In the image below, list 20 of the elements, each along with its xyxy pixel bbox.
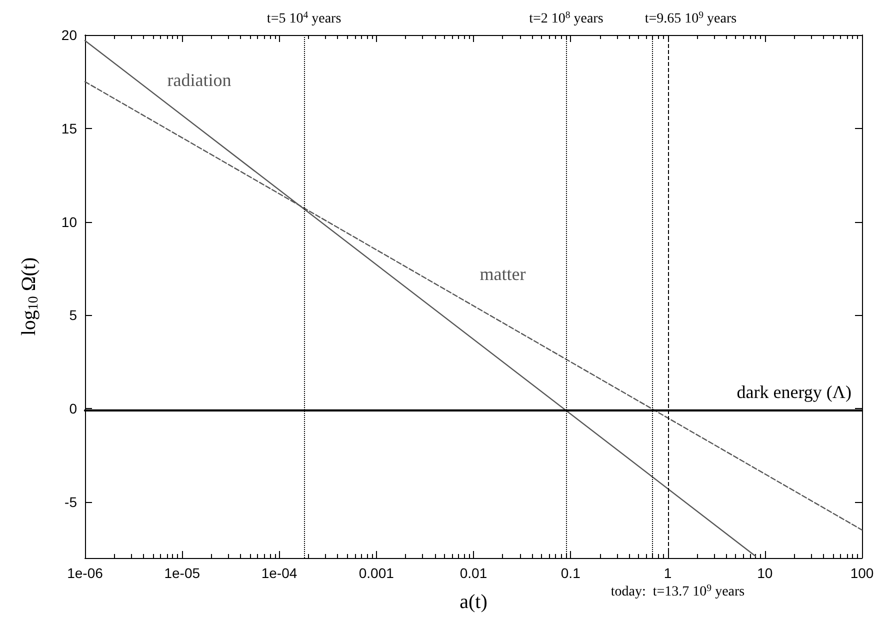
x-tick-label: 1e-04	[261, 565, 298, 581]
y-tick-label: 0	[69, 400, 78, 417]
series-label: radiation	[167, 70, 232, 90]
y-tick-label: 20	[61, 27, 78, 43]
x-tick-label: 1	[664, 565, 672, 581]
y-tick-label: 15	[61, 120, 78, 136]
x-tick-label: 0.001	[358, 565, 394, 581]
y-tick-label: -5	[64, 494, 78, 510]
x-tick-label: 0.01	[460, 565, 488, 581]
y-axis-title: log10 Ω(t)	[18, 257, 42, 336]
x-tick-label: 1e-05	[164, 565, 200, 581]
x-axis-title: a(t)	[460, 591, 488, 613]
y-tick-label: 5	[69, 307, 78, 324]
y-tick-label: 10	[61, 214, 78, 230]
x-tick-label: 10	[757, 565, 773, 581]
series-label: matter	[480, 264, 526, 284]
x-tick-label: 1e-06	[67, 565, 104, 581]
x-tick-label: 100	[850, 565, 874, 581]
series-label: dark energy (Λ)	[736, 382, 852, 402]
x-tick-label: 0.1	[560, 565, 581, 581]
